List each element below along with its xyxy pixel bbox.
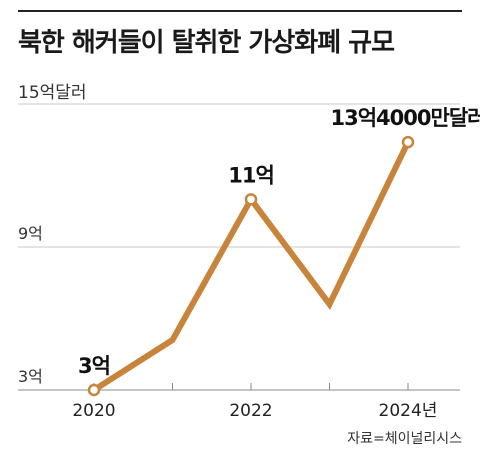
data-labels: 3억 11억 13억4000만달러 [78, 106, 480, 378]
data-points [87, 135, 415, 397]
source-note: 자료=체이널리시스 [347, 431, 462, 447]
chart-title: 북한 해커들이 탈취한 가상화폐 규모 [18, 28, 395, 58]
top-rule [18, 10, 462, 12]
data-label: 3억 [78, 354, 110, 378]
y-tick-label: 3억 [18, 367, 43, 386]
x-tick-label: 2020 [72, 401, 115, 421]
grid-lines: 3억 9억 [18, 103, 460, 391]
x-tick-label: 2022 [229, 401, 272, 421]
unit-label: 15억달러 [18, 83, 87, 103]
data-point [87, 383, 101, 397]
data-label: 11억 [228, 163, 274, 187]
x-tick-label: 2024년 [379, 401, 438, 421]
y-tick-label: 9억 [18, 224, 43, 243]
data-point [401, 135, 415, 149]
data-point [244, 193, 258, 206]
x-axis-ticks: 2020 2022 2024년 [72, 383, 437, 421]
data-label: 13억4000만달러 [331, 106, 480, 130]
